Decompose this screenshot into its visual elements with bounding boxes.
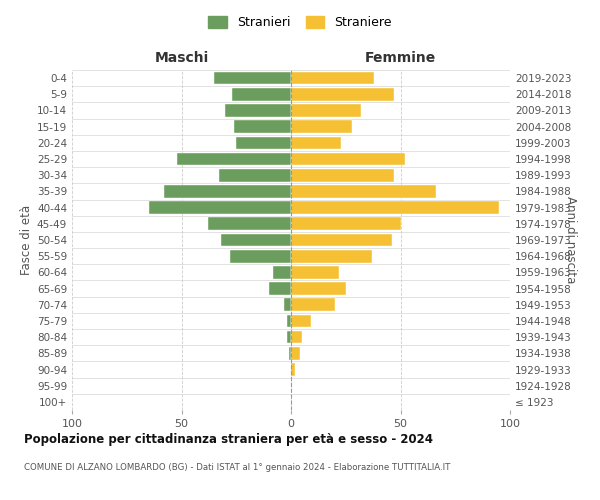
Text: COMUNE DI ALZANO LOMBARDO (BG) - Dati ISTAT al 1° gennaio 2024 - Elaborazione TU: COMUNE DI ALZANO LOMBARDO (BG) - Dati IS… — [24, 462, 451, 471]
Bar — [291, 266, 339, 278]
Bar — [291, 234, 392, 246]
Bar — [284, 298, 291, 311]
Bar — [291, 88, 394, 101]
Bar — [291, 314, 311, 328]
Bar — [274, 266, 291, 278]
Bar — [291, 104, 361, 117]
Bar — [269, 282, 291, 295]
Bar — [291, 250, 372, 262]
Bar — [230, 250, 291, 262]
Bar — [226, 104, 291, 117]
Bar — [219, 169, 291, 181]
Bar — [291, 202, 499, 214]
Bar — [232, 88, 291, 101]
Bar — [291, 298, 335, 311]
Bar — [291, 136, 341, 149]
Text: Maschi: Maschi — [154, 51, 209, 65]
Y-axis label: Anni di nascita: Anni di nascita — [564, 196, 577, 284]
Bar — [287, 314, 291, 328]
Bar — [214, 72, 291, 85]
Bar — [221, 234, 291, 246]
Y-axis label: Fasce di età: Fasce di età — [20, 205, 33, 275]
Bar — [291, 169, 394, 181]
Legend: Stranieri, Straniere: Stranieri, Straniere — [203, 11, 397, 34]
Bar — [164, 185, 291, 198]
Bar — [208, 218, 291, 230]
Bar — [291, 120, 352, 133]
Bar — [291, 218, 401, 230]
Bar — [236, 136, 291, 149]
Bar — [149, 202, 291, 214]
Bar — [291, 185, 436, 198]
Bar — [291, 363, 295, 376]
Bar — [291, 152, 405, 166]
Bar — [234, 120, 291, 133]
Bar — [291, 282, 346, 295]
Bar — [291, 331, 302, 344]
Text: Popolazione per cittadinanza straniera per età e sesso - 2024: Popolazione per cittadinanza straniera p… — [24, 432, 433, 446]
Bar — [287, 331, 291, 344]
Bar — [291, 347, 300, 360]
Bar — [177, 152, 291, 166]
Bar — [291, 72, 374, 85]
Bar — [289, 347, 291, 360]
Text: Femmine: Femmine — [365, 51, 436, 65]
